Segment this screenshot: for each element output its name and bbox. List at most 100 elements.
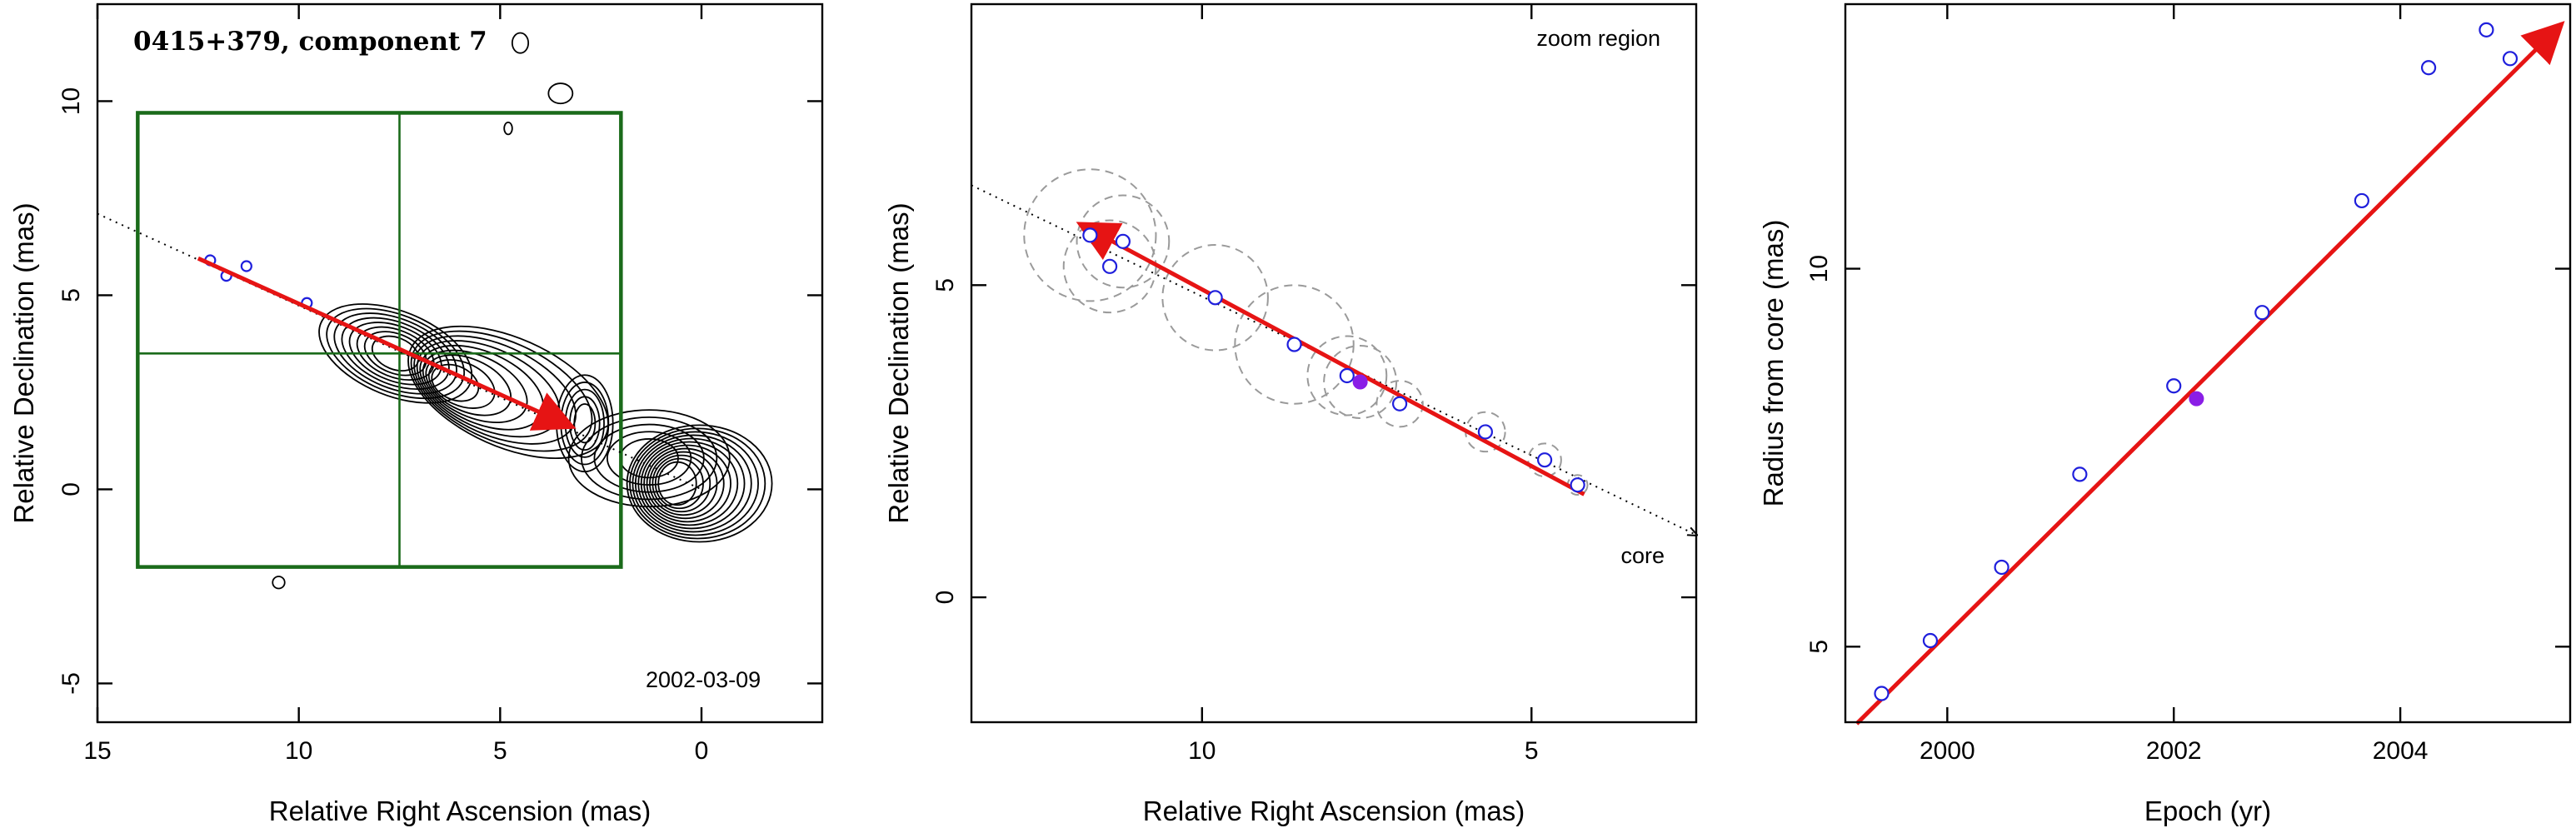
axis-frame [970,2,1698,724]
radius-point [2420,60,2437,76]
radius-point [2166,378,2182,394]
contour-level [629,427,766,540]
contour-level [363,331,427,377]
panel-contour-map: 15 10 5 0 -5 0 5 10 0415+379, component 7 2002… [8,2,824,826]
component-size-circle [1234,284,1355,405]
contour-map [272,32,773,590]
x-tick-label: 2000 [1920,737,1975,765]
component-size-circle [1023,168,1157,302]
x-tick-label: 10 [285,737,312,765]
y-ticks: -5 0 5 10 [57,87,822,695]
x-tick-label: 15 [83,737,111,765]
contour-level [626,424,773,543]
radius-point [1922,632,1939,649]
x-ticks: 10 5 [1188,4,1539,765]
core-annotation: core [1620,543,1665,568]
component-points [204,254,313,309]
y-ticks: 05 [931,278,1696,604]
contour-level [632,431,759,536]
highlighted-radius-point [2189,391,2204,407]
component-point [1339,367,1355,384]
x-axis-label: Epoch (yr) [2144,796,2271,826]
fit-arrow [1076,222,1585,496]
contour-level [318,303,473,404]
contour-level [425,354,512,416]
component-point [1477,424,1494,440]
radius-point [2254,305,2270,321]
contour-level [407,325,609,460]
fit-arrow [1855,21,2565,726]
panel-zoom-region: 10 5 05 zoom region core Relative Right A… [883,2,1698,826]
trajectory-dotted-line [97,212,702,491]
y-tick-label: 5 [57,288,85,302]
axis-frame [96,2,824,724]
radius-point [1994,559,2009,576]
fit-arrow [197,256,577,431]
component-point [1082,227,1098,243]
x-ticks: 15 10 5 0 [83,4,708,765]
x-tick-label: 5 [493,737,507,765]
chart-title: 0415+379, component 7 [133,27,487,57]
zoom-box-frame [136,111,623,569]
y-tick-label: -5 [57,672,85,695]
x-tick-label: 2004 [2373,737,2429,765]
component-point [1391,396,1408,412]
contour-island [511,32,530,54]
y-tick-label: 0 [931,591,959,605]
component-point [1115,233,1131,249]
contour-level [341,317,450,391]
contour-level [371,335,420,372]
zoom-region-annotation: zoom region [1536,26,1660,51]
component-point [1570,477,1585,493]
contour-level [593,423,705,493]
x-tick-label: 10 [1188,737,1216,765]
panel-radius-vs-epoch: 2000 2002 2004 5 10 Epoch (yr) Radius from … [1758,2,2572,826]
y-tick-label: 5 [931,278,959,292]
contour-level [646,447,725,520]
axis-frame [1844,2,2572,724]
x-ticks: 2000 2002 2004 [1920,4,2429,765]
fit-arrow-line [1855,21,2565,726]
highlighted-component-point [1352,374,1368,390]
fit-arrow-line [1076,222,1585,496]
y-tick-label: 0 [57,482,85,496]
component-point [1286,337,1302,352]
contour-level [356,326,435,381]
contour-level [567,409,731,508]
component-point [240,260,252,272]
zoom-box [136,111,623,569]
contour-level [422,349,528,424]
radius-point [2479,22,2494,37]
date-annotation: 2002-03-09 [646,667,761,692]
dotted-line [97,212,702,491]
y-axis-label: Radius from core (mas) [1758,220,1789,507]
component-points [1082,227,1585,493]
y-tick-label: 10 [1805,255,1833,282]
contour-island [547,82,574,105]
x-tick-label: 5 [1525,737,1539,765]
radius-points [1874,22,2519,701]
contour-level [410,330,593,452]
component-size-circle [1527,442,1562,477]
component-point [1536,452,1553,468]
contour-level [581,416,718,501]
contour-level [651,454,711,513]
radius-point [2502,51,2519,67]
component-size-circle [1161,244,1269,352]
component-size-circle [1306,335,1388,416]
contour-island [503,121,513,136]
contour-island [272,576,286,590]
y-tick-label: 10 [57,87,85,115]
radius-point [2072,466,2088,482]
radius-point [2354,192,2369,209]
y-axis-label: Relative Declination (mas) [8,202,39,523]
component-point [1207,290,1223,306]
x-tick-label: 2002 [2146,737,2202,765]
component-size-circle [1323,344,1398,419]
component-point [1101,258,1118,274]
contour-level [607,431,692,486]
radius-point [1874,686,1890,701]
x-axis-label: Relative Right Ascension (mas) [269,796,651,826]
component-size-circle [1375,380,1424,428]
